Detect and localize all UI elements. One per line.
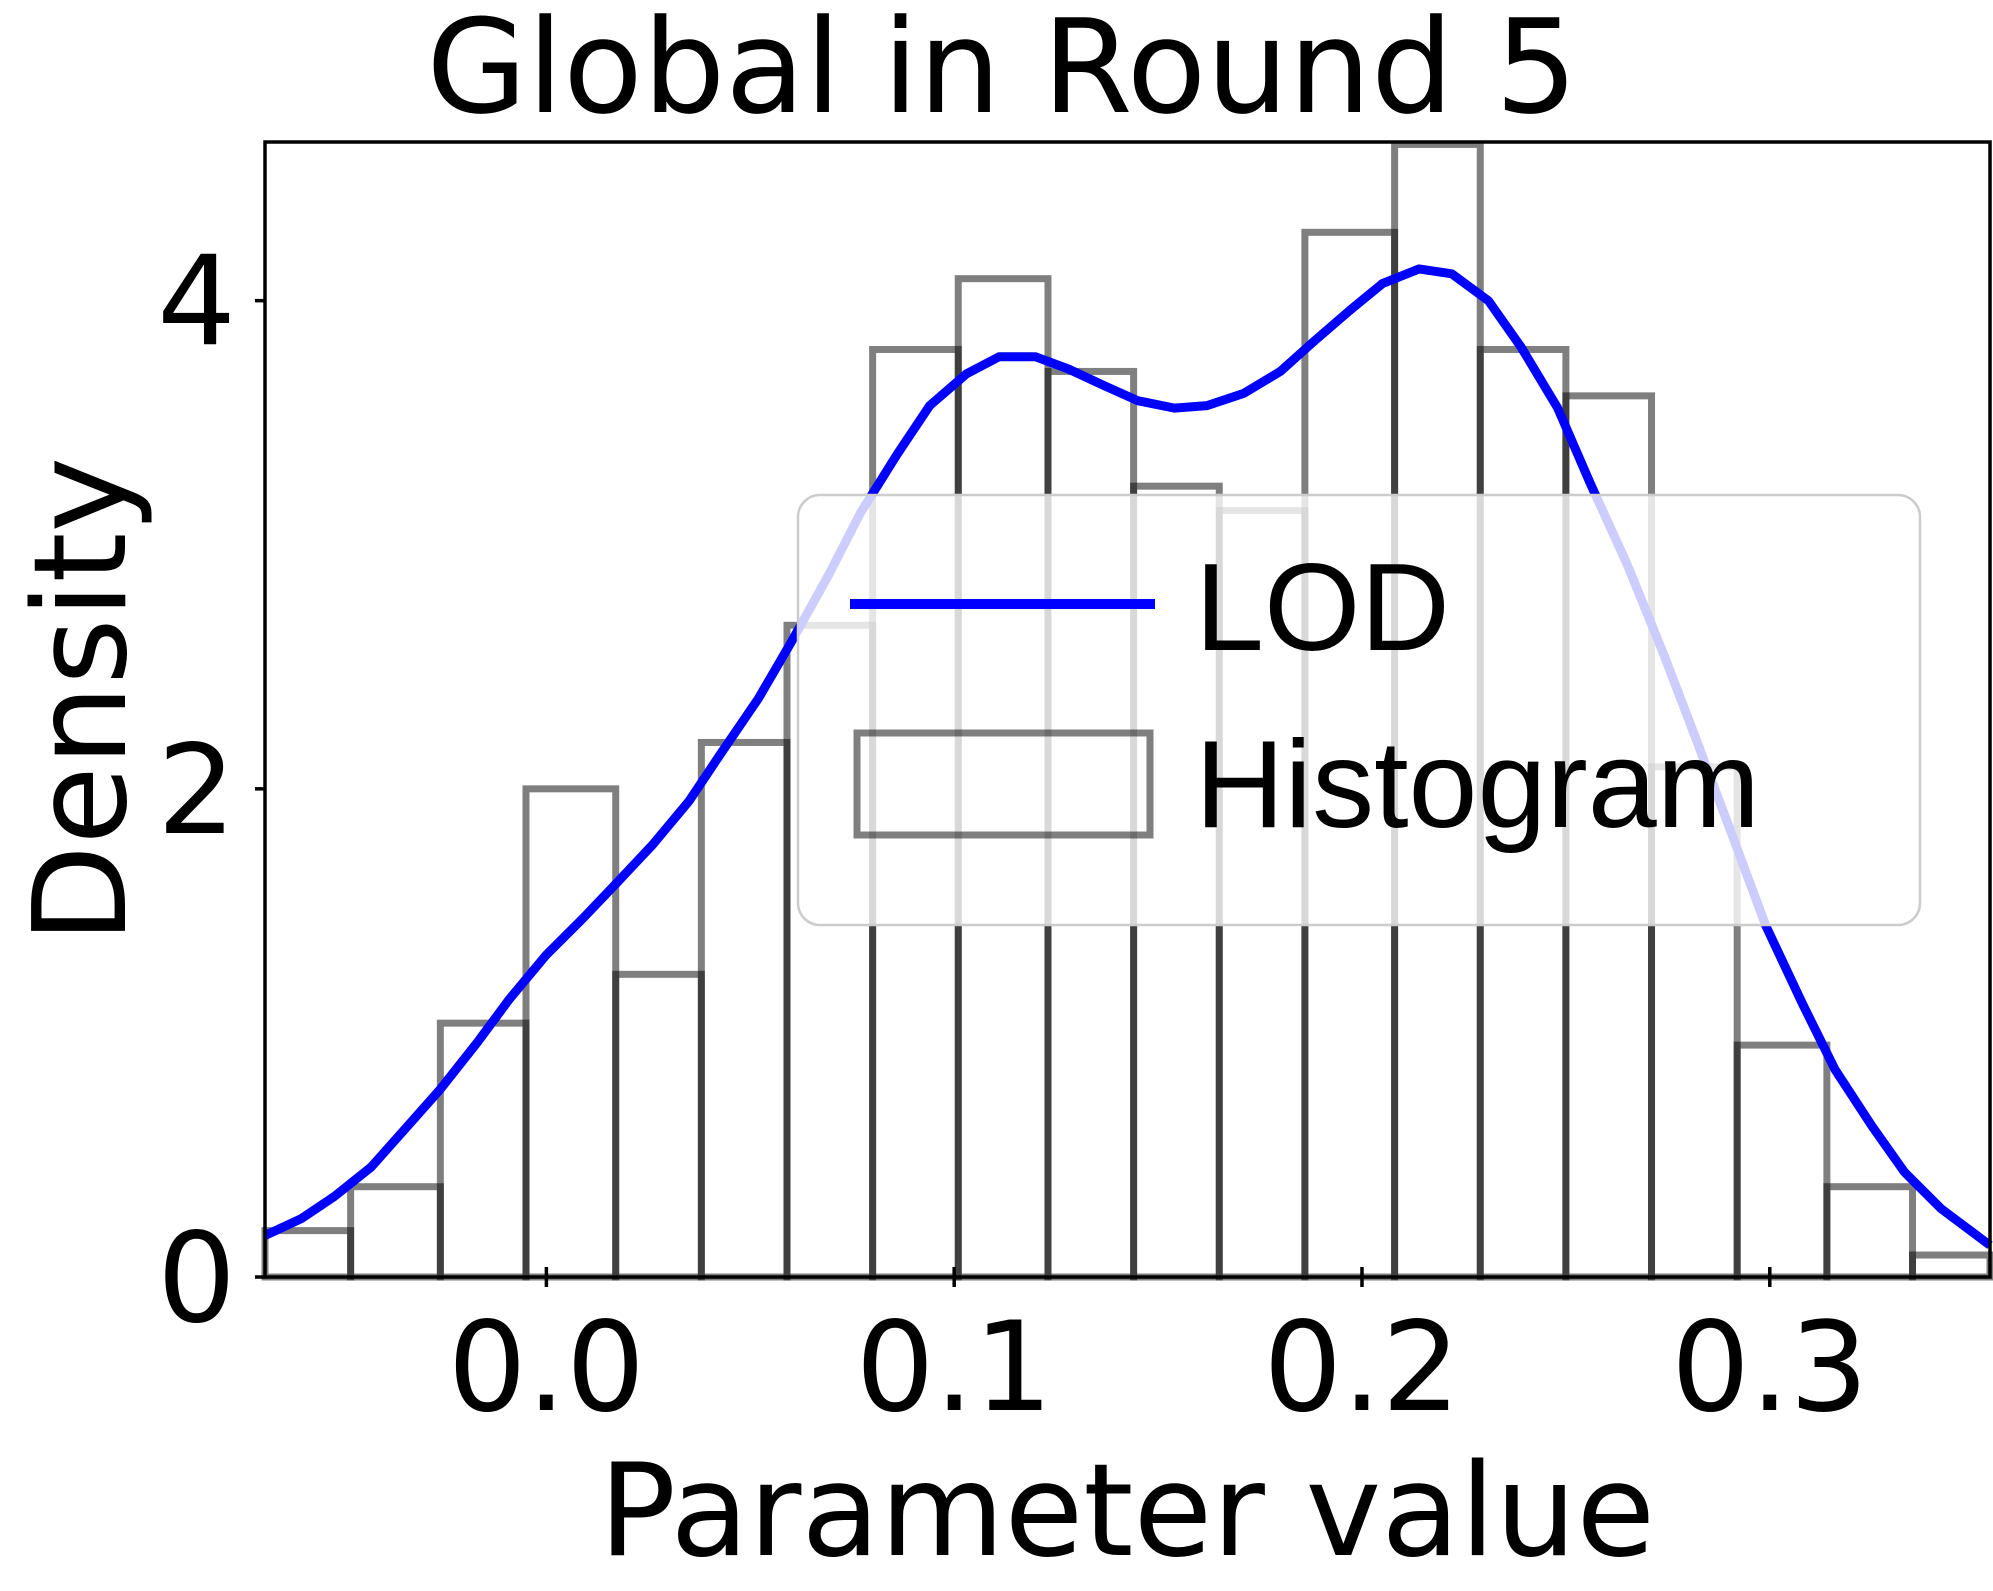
y-axis-ticks: 0 2 4 bbox=[157, 231, 265, 1351]
legend-histogram-label: Histogram bbox=[1195, 716, 1760, 854]
y-tick-label-2: 4 bbox=[157, 231, 236, 375]
x-axis-ticks: 0.0 0.1 0.2 0.3 bbox=[448, 1267, 1868, 1440]
legend: LOD Histogram bbox=[796, 493, 1922, 927]
x-tick-label-2: 0.2 bbox=[1263, 1296, 1460, 1440]
legend-lod-label: LOD bbox=[1195, 539, 1450, 677]
y-tick-label-0: 0 bbox=[157, 1207, 236, 1351]
x-tick-label-1: 0.1 bbox=[856, 1296, 1053, 1440]
y-axis-label: Density bbox=[7, 457, 156, 944]
chart-title: Global in Round 5 bbox=[426, 0, 1577, 143]
x-axis-label: Parameter value bbox=[599, 1437, 1655, 1586]
legend-histogram-swatch bbox=[853, 729, 1154, 839]
y-tick-label-1: 2 bbox=[157, 719, 236, 863]
x-tick-label-3: 0.3 bbox=[1671, 1296, 1868, 1440]
x-tick-label-0: 0.0 bbox=[448, 1296, 645, 1440]
plot-frame bbox=[263, 140, 1992, 1279]
